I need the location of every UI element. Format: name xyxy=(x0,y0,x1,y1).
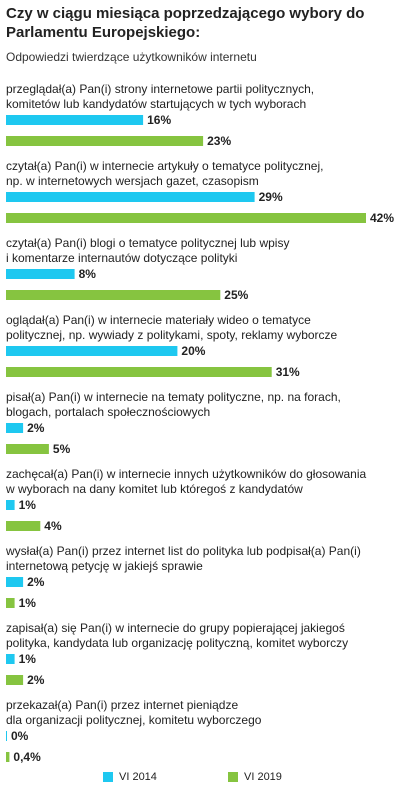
question-label-line: oglądał(a) Pan(i) w internecie materiały… xyxy=(6,313,311,327)
data-label: 1% xyxy=(19,652,37,666)
bar-2019 xyxy=(6,752,10,762)
data-label: 1% xyxy=(19,498,37,512)
question-label: przekazał(a) Pan(i) przez internet pieni… xyxy=(6,698,394,728)
bar-2014 xyxy=(6,731,7,741)
bar-2019 xyxy=(6,367,272,377)
question-label-line: czytał(a) Pan(i) blogi o tematyce polity… xyxy=(6,236,290,250)
bar-2014 xyxy=(6,500,15,510)
legend-item: VI 2019 xyxy=(228,771,282,783)
data-label: 16% xyxy=(147,113,171,127)
question-label-line: zachęcał(a) Pan(i) w internecie innych u… xyxy=(6,467,367,481)
question-label-line: zapisał(a) się Pan(i) w internecie do gr… xyxy=(6,621,345,635)
bar-2019 xyxy=(6,444,49,454)
legend-label: VI 2014 xyxy=(119,771,157,783)
data-label: 1% xyxy=(19,596,37,610)
bar-2019 xyxy=(6,521,41,531)
data-label: 2% xyxy=(27,421,45,435)
question-label: wysłał(a) Pan(i) przez internet list do … xyxy=(6,544,394,574)
chart-subtitle: Odpowiedzi twierdzące użytkowników inter… xyxy=(6,50,257,64)
question-label-line: pisał(a) Pan(i) w internecie na tematy p… xyxy=(6,390,341,404)
question-label-line: komitetów lub kandydatów startujących w … xyxy=(6,97,307,111)
data-label: 20% xyxy=(181,344,205,358)
bar-2014 xyxy=(6,115,144,125)
bar-2019 xyxy=(6,290,221,300)
data-label: 2% xyxy=(27,673,45,687)
data-label: 0% xyxy=(11,729,29,743)
bar-2019 xyxy=(6,213,366,223)
question-label-line: dla organizacji politycznej, komitetu wy… xyxy=(6,713,262,727)
question-label-line: wysłał(a) Pan(i) przez internet list do … xyxy=(6,544,361,558)
data-label: 5% xyxy=(53,442,71,456)
question-label: oglądał(a) Pan(i) w internecie materiały… xyxy=(6,313,394,343)
question-label: zachęcał(a) Pan(i) w internecie innych u… xyxy=(6,467,394,497)
legend: VI 2014 VI 2019 xyxy=(0,771,400,787)
data-label: 8% xyxy=(79,267,97,281)
data-label: 31% xyxy=(276,365,300,379)
question-label-line: internetową petycję w jakiejś sprawie xyxy=(6,559,203,573)
question-label-line: i komentarze internautów dotyczące polit… xyxy=(6,251,238,265)
question-label-line: przeglądał(a) Pan(i) strony internetowe … xyxy=(6,82,315,96)
question-label-line: politycznej, np. wywiady z politykami, s… xyxy=(6,328,338,342)
question-label: czytał(a) Pan(i) blogi o tematyce polity… xyxy=(6,236,394,266)
question-label-line: w wyborach na dany komitet lub któregoś … xyxy=(6,482,303,496)
question-label-line: polityka, kandydata lub organizację poli… xyxy=(6,636,349,650)
data-label: 42% xyxy=(370,211,394,225)
legend-swatch xyxy=(228,772,238,782)
data-label: 25% xyxy=(224,288,248,302)
question-label: przeglądał(a) Pan(i) strony internetowe … xyxy=(6,82,394,112)
bar-2014 xyxy=(6,577,24,587)
bar-2014 xyxy=(6,192,255,202)
bar-2014 xyxy=(6,346,178,356)
data-label: 2% xyxy=(27,575,45,589)
question-label: czytał(a) Pan(i) w internecie artykuły o… xyxy=(6,159,394,189)
bar-2019 xyxy=(6,136,204,146)
data-label: 4% xyxy=(44,519,62,533)
legend-item: VI 2014 xyxy=(103,771,157,783)
question-label-line: przekazał(a) Pan(i) przez internet pieni… xyxy=(6,698,239,712)
data-label: 29% xyxy=(259,190,283,204)
question-label: pisał(a) Pan(i) w internecie na tematy p… xyxy=(6,390,394,420)
bar-2019 xyxy=(6,598,15,608)
chart-title: Czy w ciągu miesiąca poprzedzającego wyb… xyxy=(6,5,365,41)
question-label: zapisał(a) się Pan(i) w internecie do gr… xyxy=(6,621,394,651)
question-label-line: np. w internetowych wersjach gazet, czas… xyxy=(6,174,259,188)
bar-2014 xyxy=(6,269,75,279)
question-label-line: blogach, portalach społecznościowych xyxy=(6,405,211,419)
legend-label: VI 2019 xyxy=(244,771,282,783)
bar-2014 xyxy=(6,423,24,433)
question-label-line: czytał(a) Pan(i) w internecie artykuły o… xyxy=(6,159,324,173)
data-label: 0,4% xyxy=(13,750,41,764)
data-label: 23% xyxy=(207,134,231,148)
bar-2014 xyxy=(6,654,15,664)
bar-2019 xyxy=(6,675,24,685)
legend-swatch xyxy=(103,772,113,782)
